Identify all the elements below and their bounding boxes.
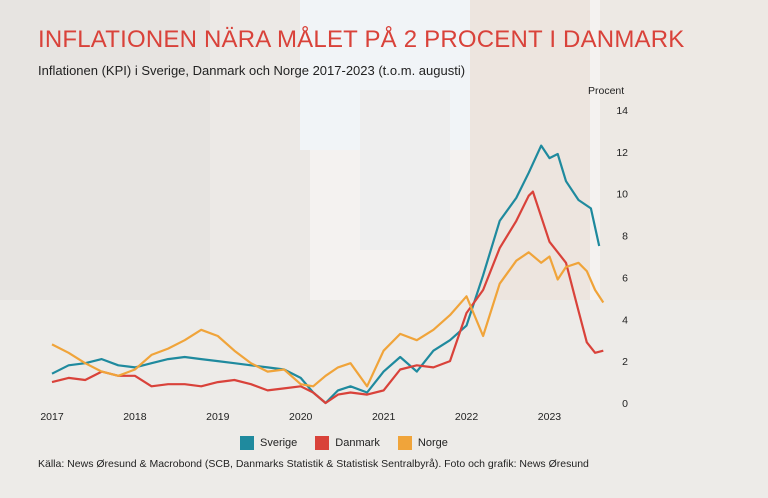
- y-tick-label: 0: [622, 398, 628, 410]
- series-line-danmark: [51, 190, 604, 405]
- y-axis-ticks: 0 2 4 6 8 10 12 14: [616, 105, 628, 410]
- legend-swatch-sverige: [240, 436, 254, 450]
- chart-subtitle: Inflationen (KPI) i Sverige, Danmark och…: [38, 63, 466, 78]
- x-tick-label: 2023: [538, 411, 562, 423]
- legend-swatch-danmark: [315, 436, 330, 450]
- legend-item-sverige: Sverige: [240, 436, 297, 450]
- legend-label-danmark: Danmark: [335, 437, 380, 449]
- x-axis-ticks: 2017 2018 2019 2020 2021 2022 2023: [40, 411, 561, 423]
- y-tick-label: 12: [616, 147, 628, 159]
- y-tick-label: 14: [616, 105, 628, 117]
- y-tick-label: 2: [622, 356, 628, 368]
- legend-item-danmark: Danmark: [315, 436, 380, 450]
- source-note: Källa: News Øresund & Macrobond (SCB, Da…: [38, 458, 589, 470]
- x-tick-label: 2022: [455, 411, 479, 423]
- y-tick-label: 10: [616, 189, 628, 201]
- x-tick-label: 2018: [123, 411, 147, 423]
- y-tick-label: 6: [622, 272, 628, 284]
- legend-item-norge: Norge: [397, 436, 448, 450]
- x-tick-label: 2017: [40, 411, 64, 423]
- legend-label-norge: Norge: [417, 437, 448, 449]
- x-tick-label: 2019: [206, 411, 230, 423]
- y-tick-label: 4: [622, 314, 628, 326]
- legend-label-sverige: Sverige: [260, 437, 298, 449]
- legend-swatch-norge: [397, 436, 412, 450]
- series-lines: [51, 144, 605, 405]
- legend: Sverige Danmark Norge: [240, 436, 448, 450]
- series-line-sverige: [51, 144, 601, 405]
- series-line-norge: [51, 251, 605, 388]
- chart-title: INFLATIONEN NÄRA MÅLET PÅ 2 PROCENT I DA…: [38, 26, 685, 53]
- x-tick-label: 2021: [372, 411, 396, 423]
- x-tick-label: 2020: [289, 411, 313, 423]
- y-tick-label: 8: [622, 231, 628, 243]
- y-axis-label: Procent: [588, 85, 624, 97]
